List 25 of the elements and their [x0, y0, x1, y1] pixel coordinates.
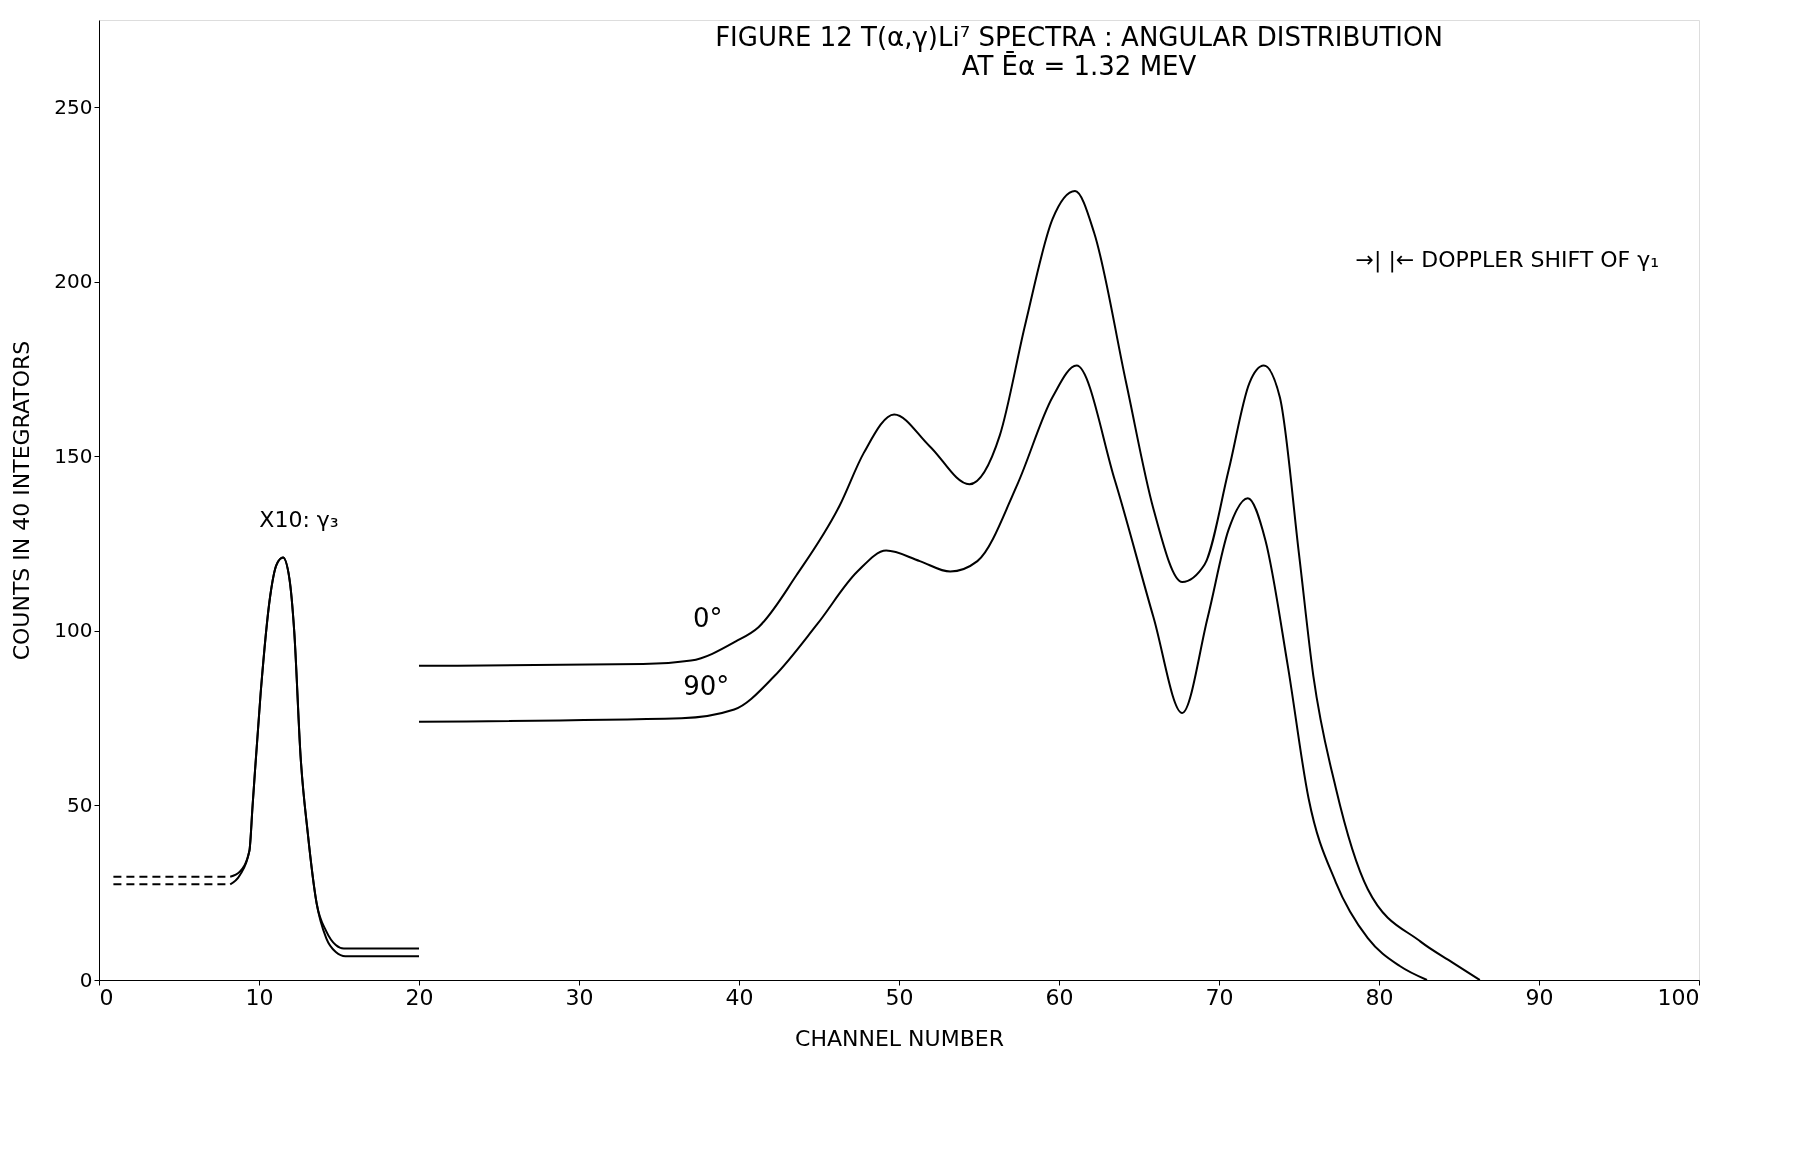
x-tick-label: 40: [725, 984, 754, 1010]
y-tick-label: 200: [54, 269, 93, 294]
x-tick-label: 10: [245, 984, 274, 1010]
chart-title: FIGURE 12 T(α,γ)Li⁷ SPECTRA : ANGULAR DISTRIBUTION: [715, 22, 1443, 52]
y-tick-label: 100: [54, 618, 93, 643]
y-tick-label: 150: [54, 443, 93, 468]
x-axis-title: CHANNEL NUMBER: [795, 1025, 1004, 1051]
y-axis-title: COUNTS IN 40 INTEGRATORS: [9, 340, 35, 661]
annotation: X10: γ₃: [259, 507, 339, 532]
x-tick-label: 90: [1525, 984, 1554, 1010]
x-tick-label: 70: [1205, 984, 1234, 1010]
y-tick-label: 250: [54, 94, 93, 119]
x-tick-label: 80: [1365, 984, 1394, 1010]
text: AT Ēα = 1.32 MEV: [961, 51, 1197, 81]
y-tick-label: 50: [67, 792, 93, 817]
x-tick-label: 100: [1657, 984, 1700, 1010]
series-label: 0°: [693, 603, 723, 634]
annotation: →| |← DOPPLER SHIFT OF γ₁: [1355, 247, 1659, 273]
x-tick-label: 0: [99, 984, 114, 1010]
x-tick-label: 30: [565, 984, 594, 1010]
x-tick-label: 20: [405, 984, 434, 1010]
x-tick-label: 50: [885, 984, 914, 1010]
series-label: 90°: [683, 671, 730, 702]
x-tick-label: 60: [1045, 984, 1074, 1010]
y-tick-label: 0: [79, 967, 93, 992]
